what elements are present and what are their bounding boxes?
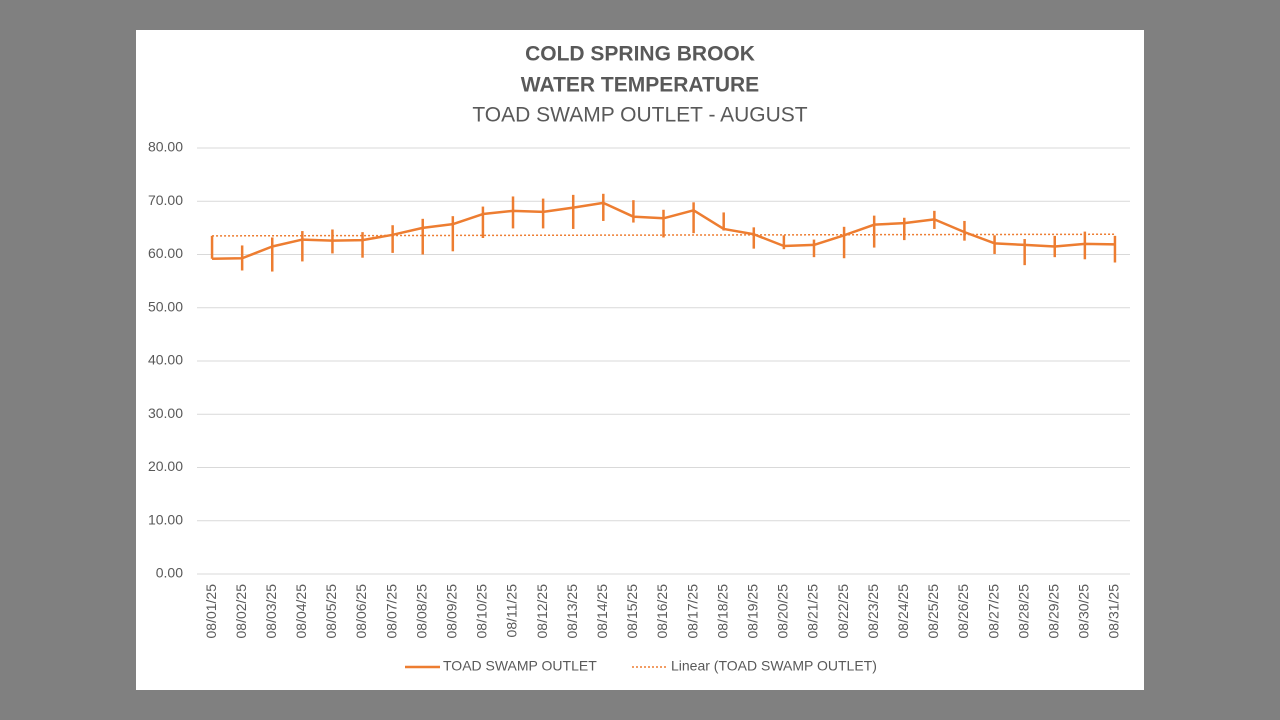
x-tick-label: 08/25/25 <box>925 584 941 639</box>
x-tick-label: 08/22/25 <box>835 584 851 639</box>
x-tick-label: 08/26/25 <box>955 584 971 639</box>
x-tick-label: 08/16/25 <box>654 584 670 639</box>
x-tick-label: 08/03/25 <box>263 584 279 639</box>
x-tick-label: 08/17/25 <box>684 584 700 639</box>
chart-subtitle: TOAD SWAMP OUTLET - AUGUST <box>472 104 807 127</box>
x-tick-label: 08/23/25 <box>865 584 881 639</box>
y-tick-label: 20.00 <box>148 458 183 474</box>
x-tick-label: 08/06/25 <box>353 584 369 639</box>
x-tick-label: 08/05/25 <box>323 584 339 639</box>
x-tick-label: 08/10/25 <box>474 584 490 639</box>
y-tick-label: 0.00 <box>156 565 183 581</box>
x-tick-label: 08/18/25 <box>714 584 730 639</box>
y-tick-label: 40.00 <box>148 352 183 368</box>
x-tick-label: 08/01/25 <box>203 584 219 639</box>
y-tick-label: 80.00 <box>148 139 183 155</box>
x-tick-label: 08/24/25 <box>895 584 911 639</box>
legend-label: TOAD SWAMP OUTLET <box>443 658 597 674</box>
x-tick-label: 08/27/25 <box>985 584 1001 639</box>
x-tick-label: 08/07/25 <box>383 584 399 639</box>
chart-area <box>136 30 1144 690</box>
legend-label: Linear (TOAD SWAMP OUTLET) <box>671 658 877 674</box>
x-tick-label: 08/29/25 <box>1045 584 1061 639</box>
y-tick-label: 70.00 <box>148 192 183 208</box>
chart-title: COLD SPRING BROOK <box>525 43 755 66</box>
series-line <box>212 201 1115 261</box>
y-tick-label: 50.00 <box>148 298 183 314</box>
x-tick-label: 08/20/25 <box>775 584 791 639</box>
y-tick-label: 10.00 <box>148 511 183 527</box>
x-tick-label: 08/11/25 <box>504 584 520 638</box>
x-tick-label: 08/19/25 <box>744 584 760 639</box>
y-tick-label: 30.00 <box>148 405 183 421</box>
x-tick-label: 08/31/25 <box>1106 584 1122 639</box>
x-tick-label: 08/15/25 <box>624 584 640 639</box>
x-tick-label: 08/02/25 <box>233 584 249 639</box>
x-tick-label: 08/14/25 <box>594 584 610 639</box>
x-tick-label: 08/21/25 <box>805 584 821 639</box>
x-tick-label: 08/30/25 <box>1076 584 1092 639</box>
chart-subtitle: WATER TEMPERATURE <box>521 74 759 97</box>
x-tick-label: 08/13/25 <box>564 584 580 639</box>
x-tick-label: 08/08/25 <box>413 584 429 639</box>
x-tick-label: 08/12/25 <box>534 584 550 639</box>
x-tick-label: 08/04/25 <box>293 584 309 639</box>
y-tick-label: 60.00 <box>148 245 183 261</box>
x-tick-label: 08/09/25 <box>444 584 460 639</box>
x-tick-label: 08/28/25 <box>1015 584 1031 639</box>
